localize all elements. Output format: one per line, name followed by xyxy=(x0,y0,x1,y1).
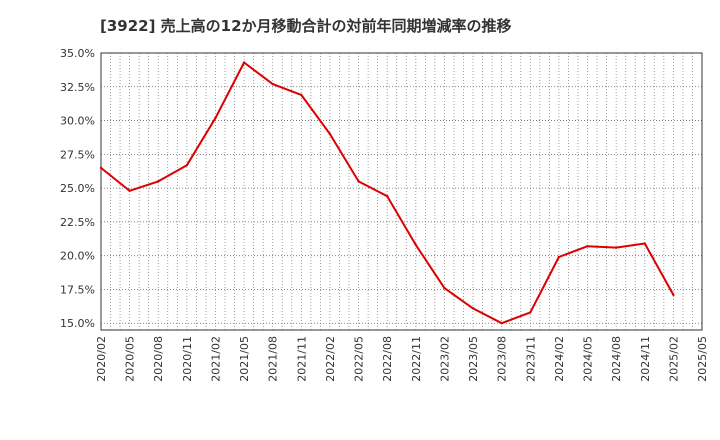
x-tick-label: 2023/02 xyxy=(438,336,451,382)
y-tick-label: 35.0% xyxy=(60,47,95,60)
data-point xyxy=(443,286,446,290)
y-tick-label: 27.5% xyxy=(60,148,95,161)
x-tick-label: 2022/02 xyxy=(324,336,337,382)
data-point xyxy=(586,245,589,248)
x-tick-label: 2020/05 xyxy=(124,336,137,382)
x-tick-label: 2021/08 xyxy=(267,336,280,382)
y-tick-label: 25.0% xyxy=(60,182,95,195)
x-tick-label: 2020/02 xyxy=(95,336,108,382)
x-tick-label: 2020/08 xyxy=(152,336,165,382)
data-point xyxy=(128,189,131,193)
y-tick-label: 32.5% xyxy=(60,81,95,94)
data-point xyxy=(614,246,618,249)
x-tick-label: 2025/02 xyxy=(667,336,680,382)
x-tick-label: 2025/05 xyxy=(696,336,709,382)
y-tick-label: 22.5% xyxy=(60,216,95,229)
x-tick-label: 2023/08 xyxy=(496,336,509,382)
data-point xyxy=(185,163,189,167)
y-tick-label: 15.0% xyxy=(60,317,95,330)
data-point xyxy=(99,166,103,170)
plot-background xyxy=(101,53,702,330)
data-point xyxy=(414,243,418,247)
data-point xyxy=(271,82,274,86)
plot-frame xyxy=(100,52,703,331)
chart-title: [3922] 売上高の12か月移動合計の対前年同期増減率の推移 xyxy=(100,17,512,35)
data-point xyxy=(357,180,360,183)
x-tick-label: 2022/05 xyxy=(353,336,366,382)
data-point xyxy=(529,311,532,314)
x-tick-label: 2022/11 xyxy=(410,336,423,382)
data-point xyxy=(385,195,389,198)
data-point xyxy=(471,307,475,310)
data-point xyxy=(242,61,246,64)
x-tick-label: 2021/02 xyxy=(209,336,222,382)
x-tick-label: 2020/11 xyxy=(181,336,194,382)
x-tick-label: 2023/11 xyxy=(524,336,537,382)
data-point xyxy=(557,255,561,259)
data-point xyxy=(300,93,303,97)
data-point xyxy=(643,242,646,245)
x-tick-label: 2023/05 xyxy=(467,336,480,382)
x-tick-label: 2022/08 xyxy=(381,336,394,382)
data-point xyxy=(214,116,217,120)
x-tick-label: 2024/05 xyxy=(582,336,595,382)
data-point xyxy=(157,180,160,183)
y-tick-label: 30.0% xyxy=(60,115,95,128)
data-point xyxy=(328,132,332,136)
y-tick-label: 17.5% xyxy=(60,283,95,296)
grid-layer xyxy=(100,52,703,330)
data-point xyxy=(500,322,503,325)
x-tick-label: 2021/11 xyxy=(295,336,308,382)
axis-layer: 15.0% 17.5% 20.0% 22.5% 25.0% 27.5% 30.0% 32.5%… xyxy=(60,47,709,382)
data-point xyxy=(672,293,675,297)
x-tick-label: 2021/05 xyxy=(238,336,251,382)
x-tick-label: 2024/11 xyxy=(639,336,652,382)
series-layer xyxy=(99,61,675,325)
y-tick-label: 20.0% xyxy=(60,250,95,263)
x-tick-label: 2024/02 xyxy=(553,336,566,382)
x-tick-label: 2024/08 xyxy=(610,336,623,382)
